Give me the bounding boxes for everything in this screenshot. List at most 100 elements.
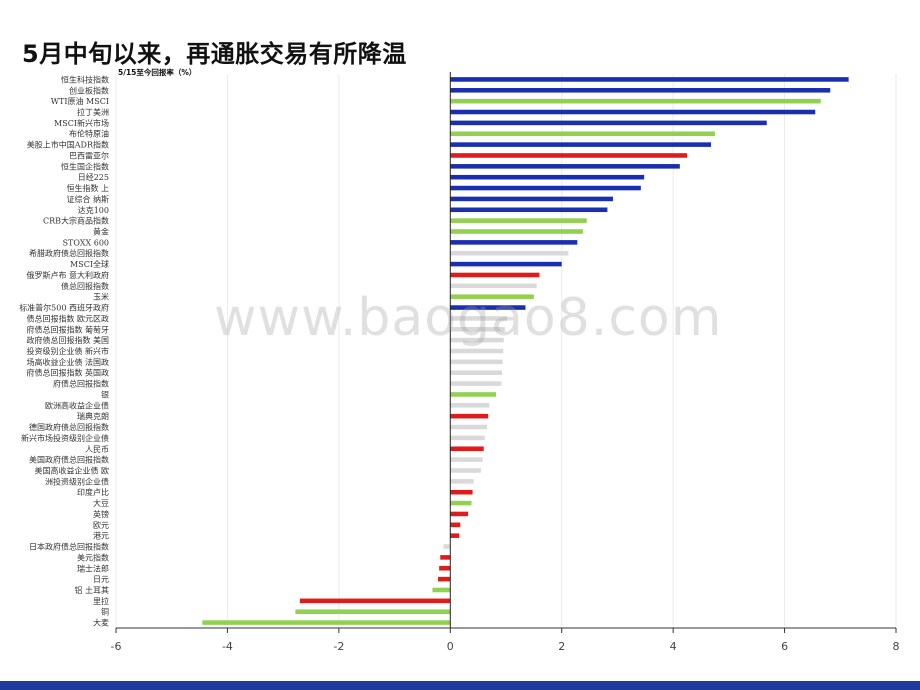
x-tick-label: 2 xyxy=(558,640,565,653)
bar xyxy=(450,218,587,223)
category-label: 德国政府债总回报指数 xyxy=(29,422,109,432)
category-label: 瑞典克朗 xyxy=(77,411,109,421)
bar-layer xyxy=(202,77,849,625)
bar xyxy=(202,620,451,625)
category-label: 大豆 xyxy=(93,498,109,508)
category-label: 洲投资级别企业债 xyxy=(45,476,109,486)
category-label: 府债总回报指数 xyxy=(53,379,109,389)
category-label: 府债总回报指数 葡萄牙 xyxy=(26,324,109,334)
category-label: 银 xyxy=(101,389,109,399)
bar xyxy=(450,370,503,376)
bar xyxy=(450,185,641,191)
x-tick-label: -2 xyxy=(333,640,344,653)
category-label: 希腊政府债总回报指数 xyxy=(29,248,109,258)
category-label: 巴西雷亚尔 xyxy=(69,150,109,160)
category-label: 美国政府债总回报指数 xyxy=(29,455,109,465)
bar xyxy=(450,500,472,506)
bar xyxy=(295,609,451,614)
category-label: 债总回报指数 欧元区政 xyxy=(26,313,109,323)
category-label: 铝 土耳其 xyxy=(74,585,109,595)
bar xyxy=(450,446,484,452)
category-label: MSCI全球 xyxy=(70,259,109,269)
bar xyxy=(450,326,505,332)
bar xyxy=(450,381,502,386)
category-label: 标准普尔500 西班牙政府 xyxy=(19,303,109,313)
bar xyxy=(299,598,451,604)
category-label: 英镑 xyxy=(93,509,109,519)
x-tick-label: -4 xyxy=(222,640,233,653)
bar xyxy=(450,109,816,115)
bar xyxy=(450,240,578,245)
x-axis: -6 -4 -2 0 2 4 6 8 xyxy=(111,72,900,653)
category-label: 创业板指数 xyxy=(69,85,109,95)
bar xyxy=(450,77,849,82)
category-label: 欧洲高收益企业债 xyxy=(45,400,109,410)
bar xyxy=(450,88,831,93)
category-label: 俄罗斯卢布 意大利政府 xyxy=(26,270,109,280)
bar xyxy=(432,587,451,593)
bar xyxy=(450,120,767,126)
category-label: 人民币 xyxy=(85,445,109,454)
category-label: STOXX 600 xyxy=(63,238,109,247)
category-label: 日本政府债总回报指数 xyxy=(29,542,109,552)
bar xyxy=(450,283,537,289)
category-label: 恒生国企指数 xyxy=(61,161,109,171)
x-tick-label: 6 xyxy=(781,640,788,653)
bar xyxy=(450,305,526,310)
x-tick-label: 4 xyxy=(670,640,677,653)
category-label: 拉丁美洲 xyxy=(77,107,109,117)
category-label: 黄金 xyxy=(93,227,109,237)
bar xyxy=(450,468,481,473)
bar xyxy=(450,424,488,430)
category-label: 印度卢比 xyxy=(77,487,109,497)
bar xyxy=(450,403,490,408)
bar xyxy=(450,98,821,104)
category-label: 大麦 xyxy=(93,618,109,628)
category-label: 日元 xyxy=(93,575,109,584)
slide-title: 5月中旬以来，再通胀交易有所降温 xyxy=(22,40,407,68)
bar xyxy=(450,511,469,517)
category-label: 府债总回报指数 英国政 xyxy=(26,368,109,378)
bar xyxy=(450,174,645,180)
category-label: 里拉 xyxy=(93,596,109,606)
bar xyxy=(450,142,712,147)
bar xyxy=(443,544,451,549)
bar xyxy=(450,153,688,158)
bar xyxy=(450,229,583,234)
category-label: 瑞士法郎 xyxy=(77,563,109,573)
x-tick-label: 8 xyxy=(893,640,900,653)
category-label: 布伦特原油 xyxy=(69,129,109,139)
bar xyxy=(450,337,504,343)
category-label: 铜 xyxy=(101,607,109,617)
footer-bar xyxy=(0,681,920,690)
category-label: 欧元 xyxy=(93,520,109,530)
bar xyxy=(450,316,508,321)
bar xyxy=(438,576,451,582)
category-label: WTI原油 MSCI xyxy=(51,96,109,106)
bar xyxy=(450,392,496,397)
bar xyxy=(450,348,504,354)
bar xyxy=(450,207,608,213)
bar xyxy=(450,359,503,365)
bar xyxy=(439,565,451,571)
bar xyxy=(450,489,473,495)
x-tick-label: -6 xyxy=(111,640,122,653)
category-label: 恒生指数 上 xyxy=(66,183,109,193)
bar xyxy=(450,457,483,462)
category-label: 证综合 纳斯 xyxy=(66,194,109,204)
category-label: 政府债总回报指数 美国 xyxy=(26,335,109,345)
category-label: CRB大宗商品指数 xyxy=(43,216,109,226)
category-label: 美股上市中国ADR指数 xyxy=(27,140,109,150)
category-label: MSCI新兴市场 xyxy=(54,118,109,128)
bar xyxy=(450,261,562,267)
category-label: 债总回报指数 xyxy=(61,281,109,291)
category-label: 新兴市场投资级别企业债 xyxy=(21,433,109,443)
category-label: 场高收益企业债 法国政 xyxy=(26,357,109,367)
bar xyxy=(440,555,451,560)
bar xyxy=(450,294,534,299)
category-label: 港元 xyxy=(93,531,109,541)
category-label: 美元指数 xyxy=(77,552,109,562)
category-label: 玉米 xyxy=(93,292,109,302)
category-label: 达克100 xyxy=(78,205,109,215)
